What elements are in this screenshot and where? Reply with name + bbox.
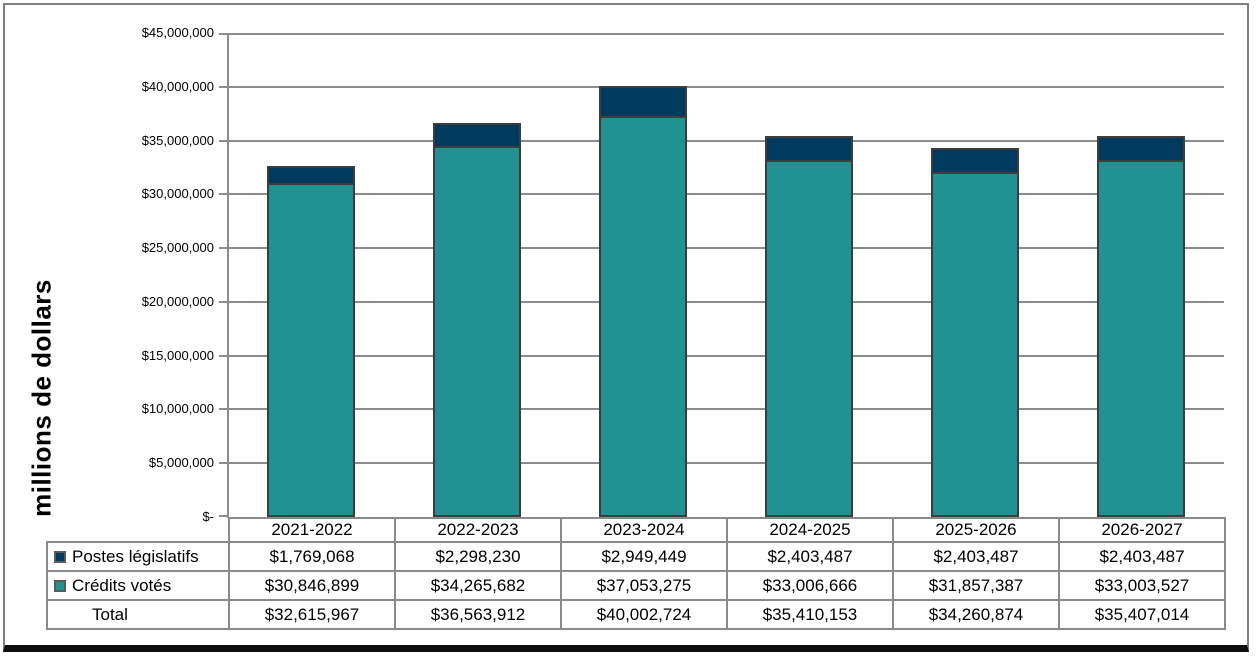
y-axis-tick xyxy=(219,515,228,517)
value-cell: $2,298,230 xyxy=(394,541,562,572)
value-cell: $31,857,387 xyxy=(892,570,1060,601)
table-header-row: 2021-2022 2022-2023 2023-2024 2024-2025 2025… xyxy=(47,517,1226,543)
bar-segment-postes-legislatifs xyxy=(765,136,853,162)
table-row-credits-votes: Crédits votés $30,846,899 $34,265,682 $37,0… xyxy=(46,570,1226,601)
bar-segment-credits-votes xyxy=(1097,162,1185,517)
bar-2022-2023 xyxy=(433,123,521,517)
bar-segment-postes-legislatifs xyxy=(267,166,355,185)
value-cell: $2,403,487 xyxy=(726,541,894,572)
y-axis-tick xyxy=(219,300,228,303)
value-cell: $34,265,682 xyxy=(394,570,562,601)
y-axis-tick-label: $25,000,000 xyxy=(141,240,214,256)
table-row-postes-legislatifs: Postes législatifs $1,769,068 $2,298,230 $2… xyxy=(46,541,1226,572)
y-axis-tick xyxy=(219,193,228,196)
value-cell: $35,407,014 xyxy=(1058,599,1226,630)
value-cell: $33,003,527 xyxy=(1058,570,1226,601)
y-axis-tick xyxy=(219,139,228,142)
gridline xyxy=(228,462,1224,465)
row-label-postes-legislatifs: Postes législatifs xyxy=(46,541,230,572)
y-axis-tick xyxy=(219,33,228,35)
value-cell: $36,563,912 xyxy=(394,599,562,630)
legend-square-postes-legislatifs-icon xyxy=(54,550,66,563)
year-header: 2021-2022 xyxy=(228,517,396,543)
y-axis-tick xyxy=(219,85,228,88)
gridline xyxy=(228,193,1224,196)
gridline xyxy=(228,247,1224,250)
plot-area xyxy=(219,33,1224,517)
value-cell: $40,002,724 xyxy=(560,599,728,630)
y-axis-tick xyxy=(219,408,228,411)
gridline xyxy=(228,300,1224,303)
year-header: 2026-2027 xyxy=(1058,517,1226,543)
value-cell: $32,615,967 xyxy=(228,599,396,630)
value-cell: $34,260,874 xyxy=(892,599,1060,630)
y-axis-tick-label: $20,000,000 xyxy=(141,293,214,309)
y-axis-tick xyxy=(219,247,228,250)
data-table-body: 2021-2022 2022-2023 2023-2024 2024-2025 2025… xyxy=(46,517,1226,630)
row-label-credits-votes: Crédits votés xyxy=(46,570,230,601)
bar-segment-postes-legislatifs xyxy=(931,148,1019,174)
y-axis-line xyxy=(227,33,229,518)
value-cell: $1,769,068 xyxy=(228,541,396,572)
y-axis-tick-label: $40,000,000 xyxy=(141,78,214,94)
y-axis-tick-label: $35,000,000 xyxy=(141,132,214,148)
y-axis-tick xyxy=(219,354,228,357)
y-axis-tick-label: $5,000,000 xyxy=(148,455,214,471)
value-cell: $2,403,487 xyxy=(1058,541,1226,572)
value-cell: $2,949,449 xyxy=(560,541,728,572)
y-axis-tick-label: $30,000,000 xyxy=(141,186,214,202)
table-row-total: Total $32,615,967 $36,563,912 $40,002,724 $3… xyxy=(46,599,1226,630)
bar-2026-2027 xyxy=(1097,136,1185,517)
bar-segment-credits-votes xyxy=(931,174,1019,517)
gridline xyxy=(228,408,1224,411)
bar-segment-postes-legislatifs xyxy=(1097,136,1185,162)
bar-segment-credits-votes xyxy=(765,162,853,517)
row-label-total: Total xyxy=(46,599,230,630)
value-cell: $37,053,275 xyxy=(560,570,728,601)
gridline xyxy=(228,85,1224,88)
legend-square-credits-votes-icon xyxy=(54,579,66,592)
y-axis-tick xyxy=(219,462,228,465)
year-header: 2025-2026 xyxy=(892,517,1060,543)
value-cell: $35,410,153 xyxy=(726,599,894,630)
value-cell: $2,403,487 xyxy=(892,541,1060,572)
year-header: 2023-2024 xyxy=(560,517,728,543)
bar-segment-postes-legislatifs xyxy=(433,123,521,148)
value-cell: $33,006,666 xyxy=(726,570,894,601)
y-axis-tick-label: $10,000,000 xyxy=(141,401,214,417)
bar-segment-postes-legislatifs xyxy=(599,86,687,118)
bar-2021-2022 xyxy=(267,166,355,517)
data-table: 2021-2022 2022-2023 2023-2024 2024-2025 2025… xyxy=(46,517,1226,630)
bar-segment-credits-votes xyxy=(599,118,687,517)
table-blank-cell xyxy=(47,518,229,542)
y-axis-label: millions de dollars xyxy=(26,279,57,517)
y-axis-tick-label: $15,000,000 xyxy=(141,347,214,363)
bar-segment-credits-votes xyxy=(433,148,521,517)
bar-2024-2025 xyxy=(765,136,853,517)
year-header: 2024-2025 xyxy=(726,517,894,543)
bar-segment-credits-votes xyxy=(267,185,355,517)
gridline xyxy=(228,33,1224,35)
gridline xyxy=(228,354,1224,357)
y-axis-tick-label: $45,000,000 xyxy=(141,25,214,40)
year-header: 2022-2023 xyxy=(394,517,562,543)
gridline xyxy=(228,139,1224,142)
bar-2025-2026 xyxy=(931,148,1019,517)
bar-2023-2024 xyxy=(599,86,687,517)
value-cell: $30,846,899 xyxy=(228,570,396,601)
